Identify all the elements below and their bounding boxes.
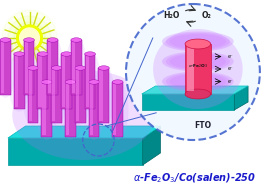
Bar — [27, 68, 38, 123]
Ellipse shape — [32, 51, 54, 112]
Ellipse shape — [85, 52, 95, 56]
Circle shape — [8, 16, 51, 60]
Bar — [66, 84, 69, 135]
Circle shape — [20, 28, 39, 48]
Polygon shape — [8, 126, 160, 138]
Bar — [89, 84, 93, 135]
Polygon shape — [142, 94, 234, 110]
Ellipse shape — [166, 53, 230, 70]
Ellipse shape — [27, 66, 38, 70]
Bar — [61, 54, 72, 109]
Ellipse shape — [93, 65, 115, 126]
Bar — [38, 56, 42, 107]
Bar — [85, 54, 95, 109]
Ellipse shape — [166, 73, 230, 90]
Bar — [89, 82, 100, 137]
Bar — [113, 84, 116, 135]
Bar — [47, 40, 58, 95]
Ellipse shape — [162, 32, 234, 51]
Ellipse shape — [38, 52, 48, 56]
Ellipse shape — [185, 89, 211, 99]
Ellipse shape — [107, 79, 128, 140]
Bar — [100, 70, 103, 121]
Polygon shape — [143, 126, 160, 165]
Text: FTO: FTO — [194, 122, 211, 130]
Bar — [71, 40, 82, 95]
Bar — [62, 56, 65, 107]
Ellipse shape — [0, 38, 11, 42]
Bar — [112, 82, 123, 137]
Circle shape — [14, 22, 45, 54]
Bar — [98, 68, 109, 123]
Text: e⁻: e⁻ — [227, 67, 233, 71]
Ellipse shape — [14, 52, 24, 56]
Text: $\alpha$-Fe$_2$O$_3$: $\alpha$-Fe$_2$O$_3$ — [188, 63, 208, 70]
Bar — [48, 42, 51, 93]
Ellipse shape — [8, 51, 30, 112]
Ellipse shape — [162, 51, 234, 71]
Ellipse shape — [41, 80, 52, 84]
Bar — [29, 70, 32, 121]
Ellipse shape — [0, 37, 16, 98]
Bar — [187, 47, 194, 91]
Ellipse shape — [170, 34, 226, 49]
Bar — [76, 70, 79, 121]
Ellipse shape — [61, 52, 72, 56]
Ellipse shape — [170, 74, 226, 89]
Ellipse shape — [89, 80, 100, 84]
Ellipse shape — [51, 66, 62, 70]
Circle shape — [2, 10, 57, 66]
Ellipse shape — [162, 71, 234, 91]
Ellipse shape — [69, 65, 91, 126]
Text: e⁻: e⁻ — [227, 79, 233, 84]
Circle shape — [126, 4, 260, 140]
Bar — [72, 42, 75, 93]
Polygon shape — [8, 138, 143, 165]
Ellipse shape — [79, 51, 101, 112]
Ellipse shape — [36, 79, 58, 140]
Polygon shape — [142, 86, 248, 94]
Bar — [86, 56, 89, 107]
Ellipse shape — [66, 37, 87, 98]
Bar — [42, 84, 46, 135]
Ellipse shape — [166, 33, 230, 50]
Bar — [52, 70, 55, 121]
Ellipse shape — [153, 29, 243, 109]
Bar — [185, 44, 211, 94]
Bar — [14, 54, 24, 109]
Ellipse shape — [12, 70, 155, 160]
Ellipse shape — [55, 51, 77, 112]
Bar — [15, 56, 18, 107]
Bar — [51, 68, 62, 123]
Bar — [38, 54, 48, 109]
Ellipse shape — [42, 37, 63, 98]
Bar — [1, 42, 4, 93]
Text: H₂O: H₂O — [163, 12, 180, 20]
Ellipse shape — [98, 66, 109, 70]
Ellipse shape — [75, 66, 86, 70]
Ellipse shape — [185, 39, 211, 49]
Ellipse shape — [46, 65, 67, 126]
Bar — [65, 82, 76, 137]
Text: O₂: O₂ — [202, 12, 212, 20]
Bar — [24, 42, 28, 93]
Ellipse shape — [47, 38, 58, 42]
Text: $\alpha$-Fe$_2$O$_3$/Co(salen)-250: $\alpha$-Fe$_2$O$_3$/Co(salen)-250 — [133, 171, 256, 185]
Bar — [41, 82, 52, 137]
Ellipse shape — [22, 65, 44, 126]
Ellipse shape — [24, 38, 35, 42]
Ellipse shape — [65, 80, 76, 84]
Polygon shape — [234, 86, 248, 110]
Text: e⁻: e⁻ — [227, 54, 233, 59]
Bar — [75, 68, 86, 123]
Ellipse shape — [60, 79, 81, 140]
Ellipse shape — [71, 38, 82, 42]
Ellipse shape — [170, 54, 226, 69]
Circle shape — [17, 25, 42, 51]
Bar — [0, 40, 11, 95]
Ellipse shape — [83, 79, 105, 140]
Bar — [24, 40, 35, 95]
Ellipse shape — [112, 80, 123, 84]
Ellipse shape — [18, 37, 40, 98]
